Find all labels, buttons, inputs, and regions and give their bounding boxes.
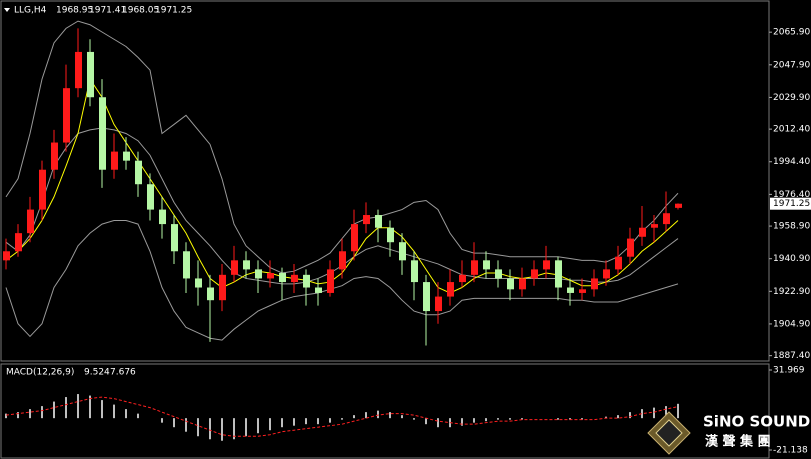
candle-body (315, 287, 322, 293)
candle-body (327, 269, 334, 293)
candle-body (171, 224, 178, 252)
y-tick-label: 1940.90 (773, 254, 810, 264)
chart-title: LLG,H4 (14, 6, 47, 16)
ohlc-value: 1971.25 (155, 6, 192, 16)
y-tick-label: 1904.90 (773, 319, 810, 329)
y-tick-label: 2029.90 (773, 93, 810, 103)
candle-body (39, 169, 46, 210)
indicator-value: 7.676 (110, 368, 136, 378)
candle-body (111, 151, 118, 170)
y-tick-label: 1976.40 (773, 190, 810, 200)
indicator-title: MACD(12,26,9) (6, 368, 74, 378)
y-tick-label: 2065.90 (773, 28, 810, 38)
macd-frame (0, 363, 770, 459)
candle-body (183, 251, 190, 279)
price-label-box (770, 197, 811, 210)
logo-text: SiNO SOUND (703, 413, 810, 431)
candle-body (507, 278, 514, 290)
candle-body (159, 209, 166, 225)
candle-body (675, 203, 682, 208)
candle-body (579, 289, 586, 293)
candle-body (231, 260, 238, 275)
candle-body (639, 227, 646, 237)
y-tick-label: 2012.40 (773, 125, 810, 135)
candle-body (3, 251, 10, 261)
y-tick-label: -21.138 (773, 446, 808, 456)
candle-body (303, 274, 310, 288)
candle-body (207, 287, 214, 301)
candle-body (435, 296, 442, 312)
candle-body (411, 260, 418, 283)
candle-body (591, 278, 598, 290)
candle-body (135, 160, 142, 185)
candle-body (255, 269, 262, 279)
ohlc-value: 1968.95 (56, 6, 93, 16)
candle-body (291, 274, 298, 283)
y-tick-label: 1922.90 (773, 287, 810, 297)
candle-body (219, 274, 226, 301)
candle-body (399, 242, 406, 261)
candle-body (663, 213, 670, 225)
candle-body (63, 88, 70, 143)
candle-body (87, 51, 94, 98)
ohlc-value: 1971.41 (89, 6, 126, 16)
indicator-value: 9.524 (84, 368, 110, 378)
ohlc-value: 1968.05 (122, 6, 159, 16)
candle-body (543, 260, 550, 270)
candle-body (387, 227, 394, 243)
candle-body (423, 282, 430, 312)
candle-body (279, 273, 286, 283)
y-tick-label: 2047.90 (773, 60, 810, 70)
marks: 2065.90 2047.90 2029.90 2012.40 1994.40 1976.… (3, 6, 811, 456)
candle-body (603, 269, 610, 279)
candle-body (75, 51, 82, 89)
candle-body (351, 224, 358, 252)
candle-body (195, 278, 202, 288)
logo-subtitle: 漢 聲 集 團 (705, 434, 771, 450)
candle-body (15, 233, 22, 252)
y-tick-label: 31.969 (773, 366, 805, 376)
candle-body (375, 215, 382, 228)
candle-body (339, 251, 346, 270)
y-tick-label: 1958.90 (773, 222, 810, 232)
indicator-line (5, 219, 679, 341)
y-tick-label: 1887.40 (773, 351, 810, 361)
candle-body (651, 224, 658, 228)
candle-body (363, 215, 370, 225)
candle-body (51, 142, 58, 170)
candle-body (519, 278, 526, 290)
candle-body (627, 238, 634, 257)
candle-body (495, 269, 502, 279)
candle-body (531, 269, 538, 279)
candle-body (483, 260, 490, 270)
candle-body (471, 260, 478, 275)
candle-body (459, 274, 466, 283)
candle-body (243, 260, 250, 270)
candle-body (147, 184, 154, 210)
candle-body (27, 209, 34, 234)
candle-body (615, 256, 622, 270)
candle-body (447, 282, 454, 297)
price-label: 1971.25 (773, 199, 810, 209)
candle-body (99, 97, 106, 170)
y-tick-label: 1994.40 (773, 157, 810, 167)
candle-body (267, 273, 274, 279)
indicator-line (5, 396, 679, 437)
logo: SiNO SOUND 漢 聲 集 團 (647, 411, 810, 455)
logo-icon-inner (655, 419, 683, 447)
candle-body (567, 287, 574, 293)
candle-body (123, 151, 130, 161)
menu-arrow[interactable] (4, 8, 10, 12)
candle-body (555, 260, 562, 288)
main-frame (0, 0, 770, 362)
